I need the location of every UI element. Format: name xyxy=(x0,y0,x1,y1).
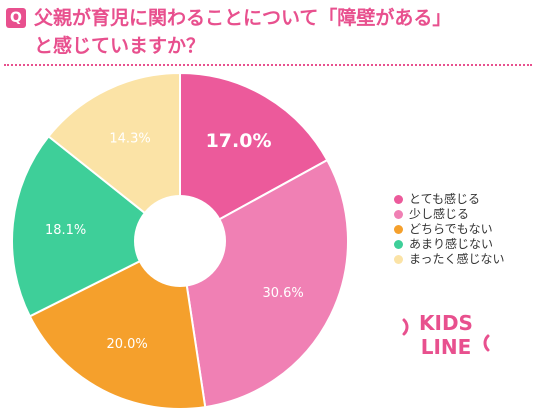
pie-slice-4 xyxy=(11,134,182,318)
legend-swatch xyxy=(394,255,403,264)
legend-item-2: 少し感じる xyxy=(394,207,505,222)
legend-item-1: とても感じる xyxy=(394,192,505,207)
legend-item-4: あまり感じない xyxy=(394,237,505,252)
donut-hole xyxy=(134,195,226,287)
legend-swatch xyxy=(394,195,403,204)
pie-slice-1 xyxy=(179,71,329,243)
slice-label-1: 17.0% xyxy=(206,130,272,152)
legend-label: まったく感じない xyxy=(409,252,505,266)
chart-legend: とても感じる 少し感じる どちらでもない あまり感じない まったく感じない xyxy=(394,192,505,267)
legend-item-5: まったく感じない xyxy=(394,252,505,267)
slice-label-3: 20.0% xyxy=(106,337,147,352)
slice-label-5: 14.3% xyxy=(109,131,150,146)
dotted-divider xyxy=(4,64,532,66)
legend-label: とても感じる xyxy=(409,192,481,206)
question-badge: Q xyxy=(6,8,26,28)
question-text-line1: 父親が育児に関わることについて「障壁がある」 xyxy=(34,7,452,29)
legend-label: あまり感じない xyxy=(409,237,494,251)
legend-item-3: どちらでもない xyxy=(394,222,505,237)
legend-swatch xyxy=(394,225,403,234)
logo-text-kids: KIDS xyxy=(419,311,473,335)
kidsline-logo: KIDS LINE xyxy=(402,311,490,359)
slice-label-2: 30.6% xyxy=(262,286,303,301)
question-text-line2: と感じていますか？ xyxy=(34,35,206,57)
pie-slice-5 xyxy=(47,71,181,244)
legend-label: どちらでもない xyxy=(409,222,493,236)
pie-slice-2 xyxy=(178,158,349,409)
legend-swatch xyxy=(394,210,403,219)
legend-swatch xyxy=(394,240,403,249)
slice-label-4: 18.1% xyxy=(45,223,86,238)
donut-chart: 17.0% 30.6% 20.0% 18.1% 14.3% xyxy=(11,71,349,410)
logo-text-line: LINE xyxy=(421,335,472,359)
legend-label: 少し感じる xyxy=(409,207,470,221)
